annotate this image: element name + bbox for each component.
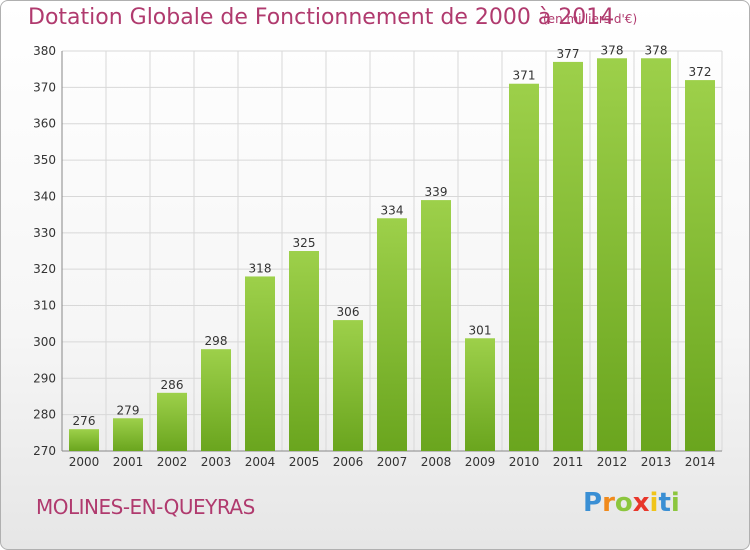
x-tick-label: 2000 <box>69 455 100 469</box>
logo-letter: P <box>583 488 603 518</box>
bar-labels: 276 279 286 298 318 325 306 334 339 301 371 377 378 3… <box>73 43 712 428</box>
x-tick-label: 2001 <box>113 455 144 469</box>
y-tick-label: 360 <box>33 117 56 131</box>
bar-2001 <box>113 418 143 451</box>
logo-letter: r <box>602 488 615 518</box>
y-tick-label: 290 <box>33 371 56 385</box>
x-tick-label: 2004 <box>245 455 276 469</box>
bar-2004 <box>245 276 275 451</box>
bar-value-label: 325 <box>293 236 316 250</box>
bar-value-label: 286 <box>161 378 184 392</box>
bar-value-label: 378 <box>645 43 668 57</box>
bar-value-label: 378 <box>601 43 624 57</box>
x-tick-label: 2005 <box>289 455 320 469</box>
y-tick-label: 300 <box>33 335 56 349</box>
x-tick-label: 2011 <box>553 455 584 469</box>
logo-letter: i <box>670 488 680 518</box>
y-tick-label: 370 <box>33 80 56 94</box>
bar-value-label: 377 <box>557 47 580 61</box>
logo-letter: i <box>649 488 659 518</box>
bar-value-label: 371 <box>513 69 536 83</box>
y-tick-label: 340 <box>33 189 56 203</box>
proxiti-logo: Proxiti <box>583 488 680 518</box>
bar-2012 <box>597 58 627 451</box>
x-tick-label: 2010 <box>509 455 540 469</box>
bar-2009 <box>465 338 495 451</box>
y-tick-label: 320 <box>33 262 56 276</box>
y-tick-label: 280 <box>33 408 56 422</box>
y-tick-label: 350 <box>33 153 56 167</box>
bar-value-label: 301 <box>469 323 492 337</box>
bar-value-label: 339 <box>425 185 448 199</box>
bar-2014 <box>685 80 715 451</box>
logo-letter: t <box>658 488 671 518</box>
x-tick-label: 2002 <box>157 455 188 469</box>
commune-name: MOLINES-EN-QUEYRAS <box>36 495 255 519</box>
y-tick-label: 330 <box>33 226 56 240</box>
bar-value-label: 318 <box>249 261 272 275</box>
axes: 270 280 290 300 310 320 330 340 350 360 370 380 2000… <box>33 44 722 469</box>
bar-value-label: 334 <box>381 203 404 217</box>
bar-value-label: 306 <box>337 305 360 319</box>
bar-2003 <box>201 349 231 451</box>
y-tick-label: 380 <box>33 44 56 58</box>
bar-2005 <box>289 251 319 451</box>
x-tick-label: 2008 <box>421 455 452 469</box>
bar-value-label: 372 <box>689 65 712 79</box>
bar-2011 <box>553 61 583 452</box>
chart-unit-label: (en milliers d'€) <box>543 12 638 26</box>
x-tick-label: 2003 <box>201 455 232 469</box>
chart-title: Dotation Globale de Fonctionnement de 20… <box>28 5 615 30</box>
x-tick-label: 2007 <box>377 455 408 469</box>
x-tick-label: 2014 <box>685 455 716 469</box>
bar-value-label: 298 <box>205 334 228 348</box>
x-tick-label: 2013 <box>641 455 672 469</box>
bar-value-label: 276 <box>73 414 96 428</box>
bar-2000 <box>69 429 99 451</box>
bar-2006 <box>333 320 363 451</box>
bars <box>69 58 715 452</box>
logo-letter: o <box>614 488 633 518</box>
x-tick-label: 2009 <box>465 455 496 469</box>
x-tick-label: 2006 <box>333 455 364 469</box>
bar-2008 <box>421 200 451 451</box>
bar-2002 <box>157 392 187 451</box>
logo-letter: x <box>632 488 650 518</box>
bar-value-label: 279 <box>117 403 140 417</box>
y-tick-label: 310 <box>33 299 56 313</box>
bar-2013 <box>641 58 671 451</box>
bar-2007 <box>377 218 407 451</box>
bar-2010 <box>509 83 539 452</box>
x-tick-label: 2012 <box>597 455 628 469</box>
y-tick-label: 270 <box>33 444 56 458</box>
